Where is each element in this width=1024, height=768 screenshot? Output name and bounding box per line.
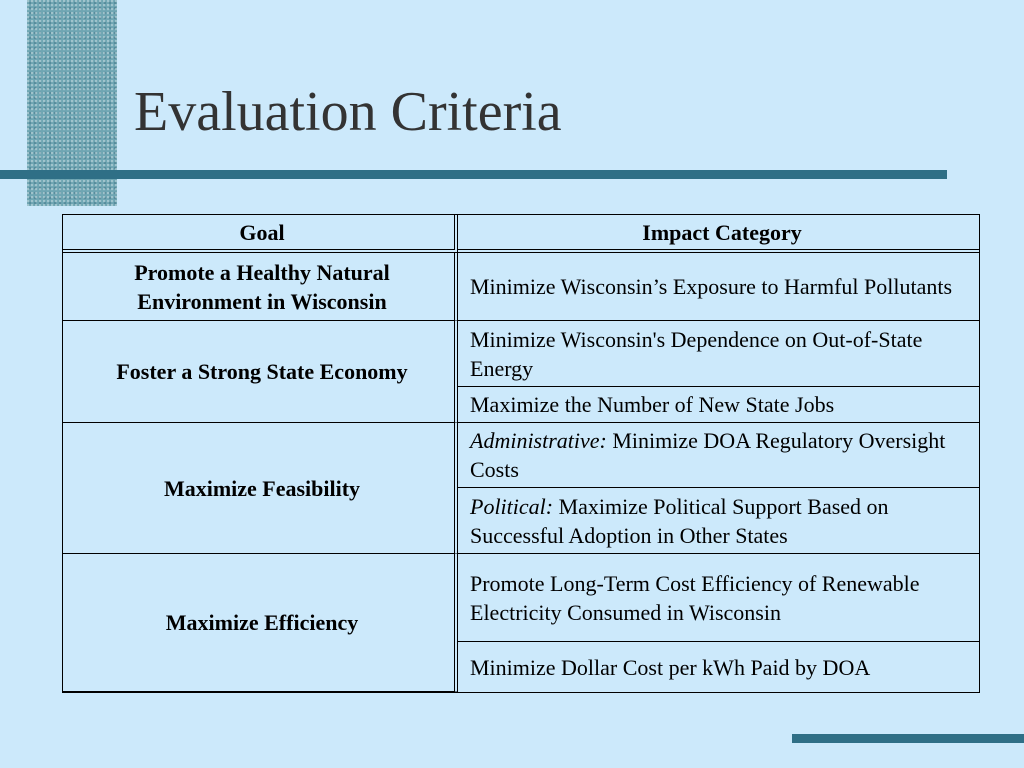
impact-text: Maximize Political Support Based on Succ… [470,493,889,548]
table-row: Minimize Dollar Cost per kWh Paid by DOA [63,642,979,692]
goal-cell: Maximize Efficiency [63,554,458,692]
impact-cell: Maximize the Number of New State Jobs [458,387,979,423]
table-row: Promote a Healthy Natural Environment in… [63,253,979,321]
goal-cell: Foster a Strong State Economy [63,321,458,423]
impact-text: Maximize the Number of New State Jobs [470,392,835,417]
goal-cell: Maximize Feasibility [63,423,458,554]
slide-title: Evaluation Criteria [134,81,562,143]
impact-text: Promote Long-Term Cost Efficiency of Ren… [470,570,920,625]
impact-column-header: Impact Category [458,215,979,253]
impact-cell: Minimize Wisconsin’s Exposure to Harmful… [458,253,979,321]
table-row: Maximize Efficiency Promote Long-Term Co… [63,554,979,692]
goal-cell: Promote a Healthy Natural Environment in… [63,253,458,321]
impact-text: Minimize Dollar Cost per kWh Paid by DOA [470,654,871,680]
footer-accent-bar [792,734,1024,743]
impact-cell: Minimize Wisconsin's Dependence on Out-o… [458,321,979,387]
table-row: Political: Maximize Political Support Ba… [63,488,979,554]
table-header-row: Goal Impact Category [63,215,979,253]
impact-cell: Political: Maximize Political Support Ba… [458,488,979,554]
impact-prefix: Political: [470,493,554,519]
impact-cell: Minimize Dollar Cost per kWh Paid by DOA [458,642,979,692]
impact-text: Minimize Wisconsin’s Exposure to Harmful… [470,274,953,299]
goal-column-header: Goal [63,215,458,253]
table-row: Maximize Feasibility Administrative: Min… [63,423,979,554]
title-underline-bar [0,170,947,179]
impact-cell: Administrative: Minimize DOA Regulatory … [458,423,979,488]
impact-cell: Promote Long-Term Cost Efficiency of Ren… [458,554,979,642]
impact-text: Minimize Wisconsin's Dependence on Out-o… [470,326,923,381]
impact-text: Minimize DOA Regulatory Oversight Costs [470,428,946,482]
table-row: Foster a Strong State Economy Minimize W… [63,321,979,423]
impact-prefix: Administrative: [470,428,607,453]
evaluation-criteria-table: Goal Impact Category Promote a Healthy N… [62,214,980,693]
table-row: Maximize the Number of New State Jobs [63,387,979,423]
